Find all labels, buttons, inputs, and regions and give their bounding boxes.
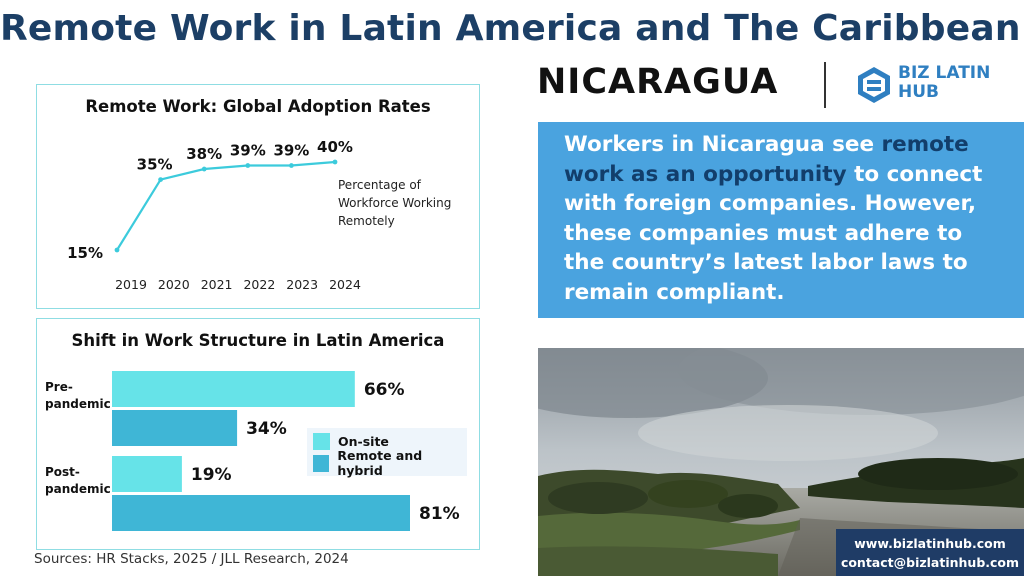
adoption-data-label: 35%: [137, 156, 173, 174]
adoption-point: [114, 247, 120, 253]
logo: BIZ LATIN HUB: [856, 64, 1006, 108]
year-tick-label: 2022: [243, 277, 275, 292]
adoption-point: [201, 166, 207, 172]
logo-line-1: BIZ LATIN: [898, 63, 991, 83]
logo-line-2: HUB: [898, 82, 939, 102]
category-label: Post-: [45, 465, 80, 479]
info-box: Workers in Nicaragua see remote work as …: [538, 122, 1024, 318]
adoption-point: [332, 159, 338, 165]
category-label: Pre-: [45, 380, 73, 394]
bar-remote: [112, 410, 238, 446]
legend-item-onsite: On-site: [313, 432, 389, 450]
adoption-point: [158, 177, 163, 182]
adoption-line-chart: 15% 2019 35% 2020 38% 2021 39% 2022 39% 2023 40% 20…: [67, 138, 361, 292]
logo-text: BIZ LATIN HUB: [898, 64, 990, 102]
bar-remote: [112, 495, 410, 531]
legend-swatch-onsite: [313, 432, 330, 450]
bar-onsite: [112, 371, 355, 407]
work-structure-bar-chart: 66% 34% Pre-pandemic 19% 81% Post-pandemic: [45, 371, 460, 531]
work-structure-panel: Shift in Work Structure in Latin America…: [36, 318, 480, 550]
bar-value-label: 81%: [419, 504, 460, 524]
legend-swatch-remote: [313, 454, 330, 472]
header-divider: [824, 62, 826, 108]
year-tick-label: 2021: [201, 277, 233, 292]
year-tick-label: 2020: [158, 277, 190, 292]
legend-label-onsite: On-site: [338, 433, 389, 449]
legend-label-remote: Remote and hybrid: [337, 448, 423, 478]
info-text: Workers in Nicaragua see remote work as …: [564, 130, 1006, 307]
chart-annotation: Percentage of Workforce Working Remotely: [338, 178, 452, 228]
info-text-highlight: remote work as an opportunity: [564, 132, 969, 187]
website-link[interactable]: www.bizlatinhub.com: [854, 536, 1006, 551]
bar-legend: On-site Remote and hybrid: [307, 428, 467, 478]
bar-value-label: 34%: [246, 419, 287, 439]
bizlatinhub-logo-icon: [858, 67, 890, 103]
bar-value-label: 66%: [364, 380, 405, 400]
adoption-data-label: 15%: [67, 244, 103, 262]
category-label: pandemic: [45, 397, 111, 411]
year-tick-label: 2019: [115, 277, 147, 292]
adoption-data-label: 40%: [317, 138, 353, 156]
adoption-data-label: 39%: [273, 142, 309, 160]
year-tick-label: 2023: [286, 277, 318, 292]
adoption-data-label: 39%: [230, 142, 266, 160]
email-link[interactable]: contact@bizlatinhub.com: [840, 555, 1020, 570]
bar-value-label: 19%: [191, 465, 232, 485]
info-text-part-1: Workers in Nicaragua see: [564, 132, 882, 157]
adoption-point: [245, 163, 251, 168]
info-text-part-2: to connect with foreign companies. Howev…: [564, 161, 983, 305]
year-tick-label: 2024: [329, 277, 361, 292]
river-landscape-photo: www.bizlatinhub.com contact@bizlatinhub.…: [538, 348, 1024, 576]
adoption-series-line: [116, 160, 336, 251]
page-title: Remote Work in Latin America and The Car…: [0, 8, 1024, 49]
adoption-chart-panel: Remote Work: Global Adoption Rates 15% 20…: [36, 84, 480, 309]
adoption-point: [289, 163, 294, 168]
adoption-chart-title: Remote Work: Global Adoption Rates: [85, 97, 431, 116]
legend-item-remote: Remote and hybrid: [313, 448, 467, 478]
work-structure-title: Shift in Work Structure in Latin America: [71, 331, 445, 350]
country-title: NICARAGUA: [537, 62, 779, 102]
category-label: pandemic: [45, 482, 111, 496]
contact-box: www.bizlatinhub.com contact@bizlatinhub.…: [836, 529, 1024, 576]
bar-onsite: [112, 456, 182, 492]
sources-text: Sources: HR Stacks, 2025 / JLL Research,…: [34, 551, 349, 567]
adoption-data-label: 38%: [186, 145, 222, 163]
